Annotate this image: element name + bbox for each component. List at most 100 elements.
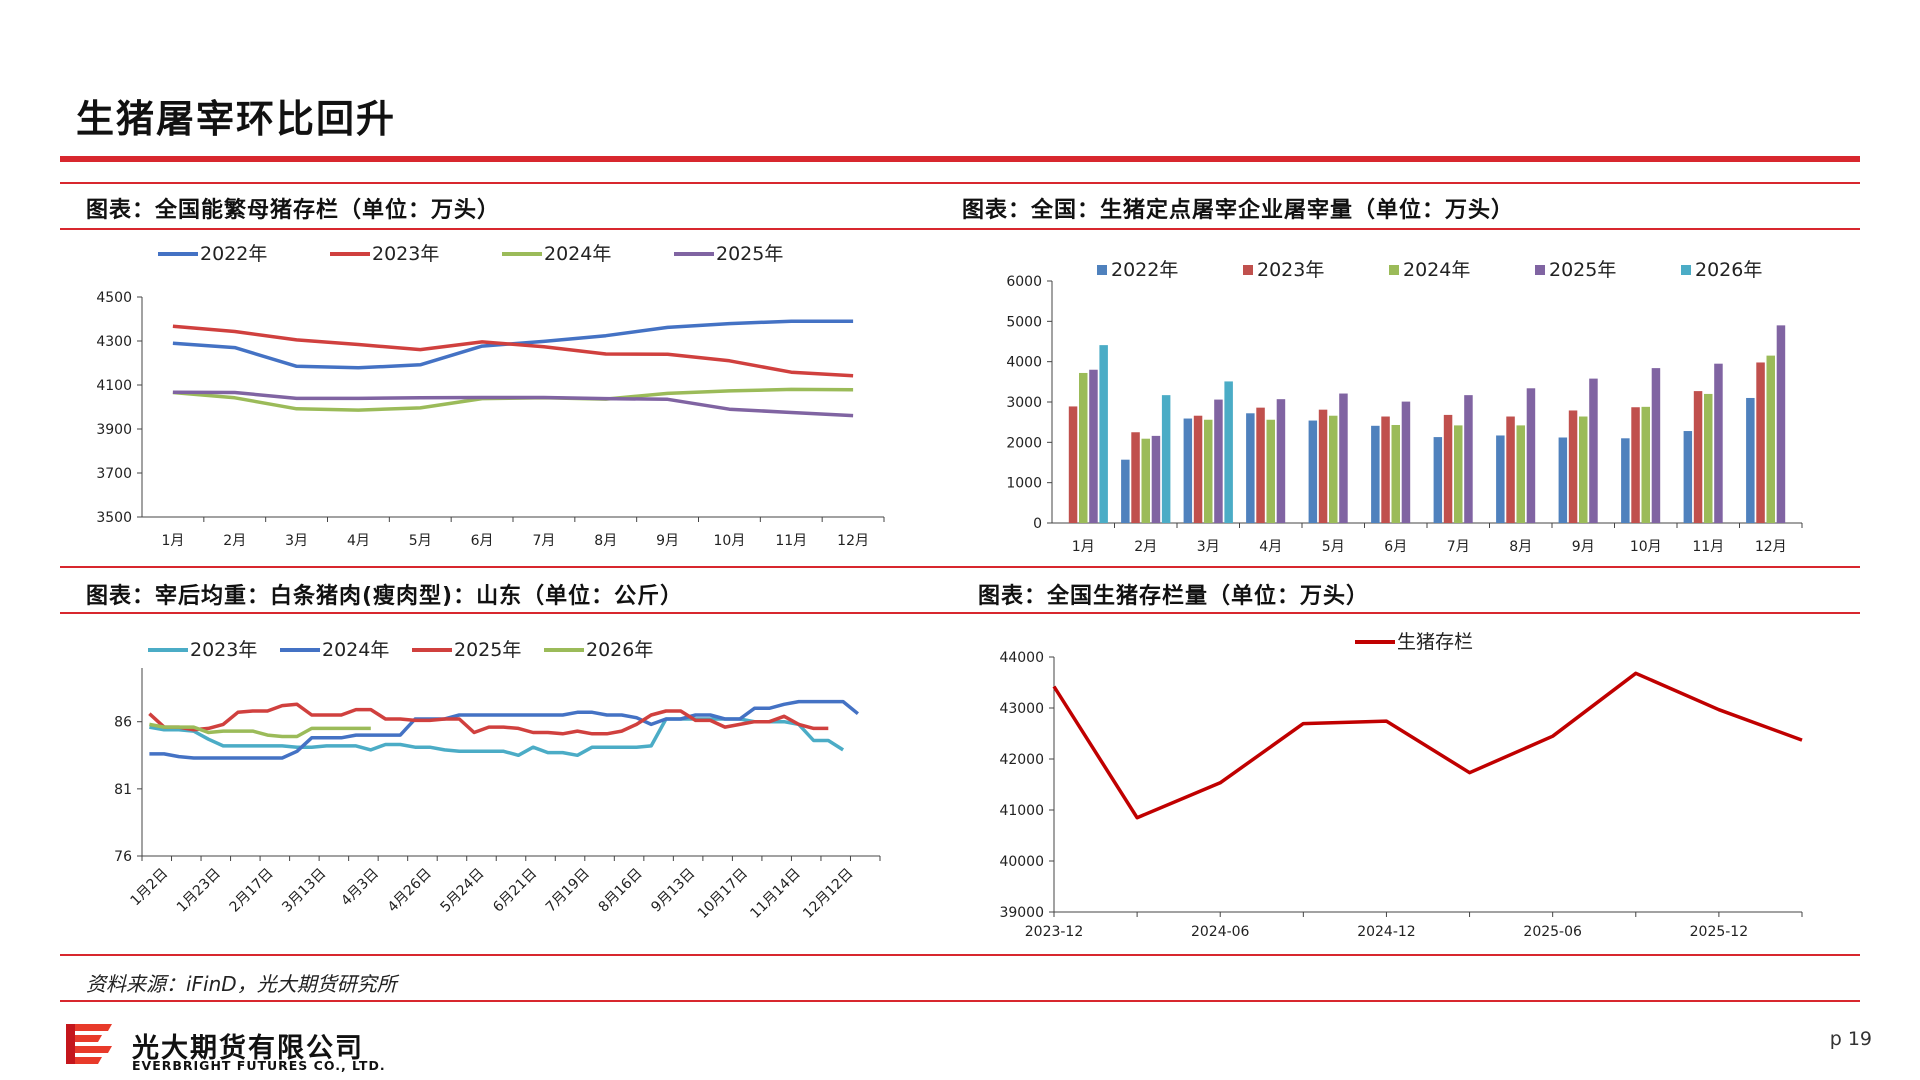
slaughter-bar [1121,459,1130,523]
slaughter-bar [1318,409,1328,523]
slaughter-x-tick-label: 3月 [1197,539,1220,555]
slaughter-y-tick-label: 3000 [1006,395,1042,411]
panel3-header-rule [60,612,960,614]
slaughter-bar [1391,424,1400,523]
weight-legend-label: 2025年 [454,639,521,661]
slaughter-bar [1506,416,1515,523]
inventory-y-tick-label: 42000 [999,752,1044,768]
weight-x-tick-label: 1月23日 [174,866,224,916]
inventory-x-tick-label: 2025-06 [1523,924,1582,940]
sows-series-line [172,324,854,378]
slaughter-bar [1641,406,1650,523]
slaughter-bar [1308,420,1318,523]
inventory-y-tick-label: 39000 [999,905,1044,921]
slaughter-legend-swatch [1681,265,1691,275]
panel4-header-rule [960,612,1860,614]
slaughter-x-tick-label: 11月 [1692,539,1724,555]
sows-y-tick-label: 3700 [96,466,132,482]
weight-x-tick-label: 7月19日 [543,866,593,916]
weight-y-tick-label: 76 [114,849,132,865]
sows-legend-label: 2022年 [200,243,267,265]
slaughter-bar [1068,406,1078,523]
inventory-x-tick-label: 2024-12 [1357,924,1416,940]
slaughter-x-tick-label: 8月 [1509,539,1532,555]
company-name-cn: 光大期货有限公司 [132,1033,364,1064]
slaughter-y-tick-label: 2000 [1006,435,1042,451]
weight-series-line [149,722,371,739]
slaughter-legend-label: 2026年 [1695,259,1762,281]
slaughter-bar [1151,435,1161,523]
sows-x-tick-label: 1月 [161,533,184,549]
weight-y-tick-label: 81 [114,782,132,798]
weight-x-tick-label: 5月24日 [437,866,487,916]
sows-series-line [172,387,854,412]
slaughter-bar [1746,397,1755,523]
sows-x-tick-label: 7月 [532,533,555,549]
slaughter-bar [1704,393,1713,523]
slaughter-bar [1183,418,1193,523]
sows-series-line [172,390,854,418]
slaughter-bar [1089,369,1098,523]
slaughter-bar [1246,413,1255,523]
weight-legend-label: 2026年 [586,639,653,661]
slaughter-bar [1193,415,1203,523]
panel2-header-rule [960,228,1860,230]
page-title: 生猪屠宰环比回升 [76,97,397,141]
slaughter-bar [1329,415,1338,523]
slaughter-x-tick-label: 9月 [1572,539,1595,555]
inventory-y-tick-label: 43000 [999,701,1044,717]
weight-x-tick-label: 9月13日 [648,866,698,916]
weight-x-tick-label: 1月2日 [127,866,171,910]
sows-x-tick-label: 6月 [471,533,494,549]
slaughter-bar [1131,432,1140,523]
slaughter-bar [1651,368,1661,523]
hog-inventory-line-chart: 39000 40000 41000 42000 43000 44000 2023-12 202… [999,631,1803,940]
panel1-header-rule [60,228,960,230]
slaughter-legend-swatch [1097,265,1107,275]
slaughter-x-tick-label: 7月 [1447,539,1470,555]
slaughter-bar [1631,407,1640,523]
slaughter-x-tick-label: 5月 [1322,539,1345,555]
inventory-series-line [1052,671,1803,820]
inventory-x-tick-label: 2025-12 [1690,924,1749,940]
source-note: 资料来源：iFinD，光大期货研究所 [86,972,397,996]
weight-x-tick-label: 4月3日 [338,866,382,910]
weight-series-line [148,702,829,736]
slaughter-bar [1141,438,1150,523]
slaughter-bar [1256,407,1265,523]
inventory-legend-label: 生猪存栏 [1397,631,1473,653]
panel-row1-top-rule [60,182,1860,184]
slaughter-bar [1579,416,1588,523]
sows-legend-label: 2025年 [716,243,783,265]
sows-x-tick-label: 12月 [837,533,869,549]
weight-x-tick-label: 8月16日 [596,866,646,916]
slaughter-bar [1433,437,1443,523]
sows-y-tick-label: 4300 [96,334,132,350]
slaughter-bar [1454,425,1463,523]
inventory-y-tick-label: 41000 [999,803,1044,819]
slaughter-bar [1079,372,1088,523]
slaughter-bar [1371,425,1380,523]
slaughter-legend-swatch [1535,265,1545,275]
source-bottom-rule [60,1000,1860,1002]
slaughter-bar [1443,414,1453,523]
slaughter-x-tick-label: 4月 [1259,539,1282,555]
sows-legend-label: 2024年 [544,243,611,265]
slaughter-bar [1683,431,1693,523]
slaughter-legend-label: 2024年 [1403,259,1470,281]
slaughter-bar [1526,388,1536,523]
slaughter-y-tick-label: 0 [1033,516,1042,532]
slaughter-x-tick-label: 12月 [1755,539,1787,555]
slaughter-bar [1693,391,1703,523]
weight-x-tick-label: 12月12日 [800,866,856,922]
weight-series-line [149,699,860,760]
everbright-logo-icon [62,1022,116,1068]
carcass-weight-line-chart: 76 81 86 1月2日 1月23日 2月17日 3月13日 4月3日 4月26日 5月24日 6… [114,639,881,922]
slaughter-y-tick-label: 5000 [1006,314,1042,330]
sows-y-tick-label: 4500 [96,290,132,306]
slaughter-x-tick-label: 2月 [1134,539,1157,555]
slaughter-bar [1204,419,1213,523]
sows-y-tick-label: 4100 [96,378,132,394]
weight-legend-label: 2024年 [322,639,389,661]
sows-line-chart: 3500 3700 3900 4100 4300 4500 1月 2月 3月 4月 5月 6月 7月 8月… [96,243,885,549]
